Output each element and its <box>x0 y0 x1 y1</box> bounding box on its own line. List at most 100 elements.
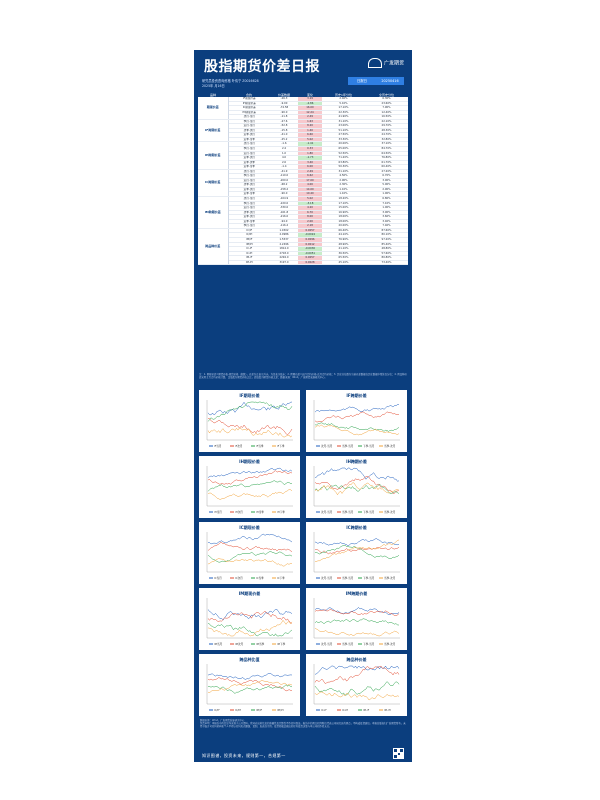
change-cell: -0.0051 <box>298 251 322 257</box>
table-cell: -90.0 <box>270 191 298 197</box>
report-header: 股指期货价差日报 广发期货 研究员投资咨询资格 叶倩宁 Z0016628 202… <box>194 50 412 94</box>
series-line <box>314 476 400 494</box>
spread-table: 品种 合约 价差数据 变化 历史1年分位 全历史分位 期现价差 IF期现价差 -26… <box>198 92 408 266</box>
table-cell: 2.4 <box>270 146 298 152</box>
table-cell: 23.60% <box>365 101 408 107</box>
legend-label: 次月-当月 <box>321 444 333 448</box>
series-line <box>207 551 293 563</box>
table-cell: IM-IH <box>228 260 270 266</box>
table-row: 季月-当月 -110.0 6.62 4.50% 6.70% <box>198 173 408 179</box>
chart-title: IM期现价差 <box>238 591 261 596</box>
table-cell: 60.40% <box>365 164 408 170</box>
table-row: 远月-当月 -330.0 4.20 15.00% 1.00% <box>198 205 408 211</box>
table-cell: IM-IF <box>228 255 270 261</box>
legend-swatch <box>379 643 383 645</box>
table-cell: -220.0 <box>270 201 298 207</box>
footer-text: 数据来源：Wind，广发期货发展研究中心 免责声明：本报告中的信息均来源于公开资… <box>200 719 406 729</box>
table-cell: 远季-次月 <box>228 132 270 138</box>
chart-plot: 次月-当月 当季-当月 下季-当月 当季-次月 <box>313 598 400 646</box>
table-row: IM-IF 2294.0 0.0057 65.50% 80.80% <box>198 255 408 261</box>
chart-plot: IC-IF IC-IH IM-IF IM-IH <box>313 664 400 712</box>
report-subdate: 2025年 月16日 <box>202 84 225 88</box>
table-cell: 63.80% <box>322 160 365 166</box>
table-cell: 85.40% <box>365 242 408 248</box>
series-line <box>207 622 293 637</box>
series-line <box>314 609 400 616</box>
legend-label: 当季-次月 <box>384 642 396 646</box>
category-cell: IC跨期价差 <box>198 169 229 198</box>
change-cell: -0.0030 <box>298 246 322 252</box>
legend-swatch <box>230 643 234 645</box>
table-cell: 远季-当季 <box>228 219 270 225</box>
table-cell: 31.10% <box>322 169 365 175</box>
table-cell: 1814.0 <box>270 246 298 252</box>
change-cell: 6.00 <box>298 164 322 170</box>
series-line <box>314 681 400 696</box>
legend-label: IC当季 <box>256 576 264 580</box>
chart-plot: 次月-当月 当季-当月 下季-当月 当季-次月 <box>313 532 400 580</box>
chart-title: IF期现价差 <box>239 393 260 398</box>
table-cell: 48.90% <box>322 242 365 248</box>
change-cell: 16.00 <box>298 105 322 111</box>
charts-area: IF期现价差 IF当月 IF次月 IF当季 IF下季 IF跨期价差 次月-当月 当季-当月 下季… <box>194 387 412 717</box>
table-cell: IC期现价差 <box>228 105 270 111</box>
change-cell: 0.0096 <box>298 237 322 243</box>
col-header: 价差数据 <box>270 92 298 97</box>
change-cell: 6.60 <box>298 132 322 138</box>
table-cell: 18.20% <box>322 196 365 202</box>
series-line <box>207 489 293 500</box>
col-header: 全历史分位 <box>365 92 408 97</box>
chart-axes <box>206 532 293 573</box>
disclaimer: 免责声明：本报告中的信息均来源于公开资料，我司对这些信息的准确性及完整性不作任何… <box>200 722 406 729</box>
chart-title: IC跨期价差 <box>346 525 367 530</box>
table-cell: 73.40% <box>365 260 408 266</box>
chart-title: IC期现价差 <box>239 525 260 530</box>
table-cell: -41.9 <box>270 169 298 175</box>
change-cell: 1.80 <box>298 151 322 157</box>
change-cell: 5.02 <box>298 196 322 202</box>
table-row: 季月-当月 -116.2 2.18 20.00% 7.40% <box>198 223 408 229</box>
chart-axes <box>206 466 293 507</box>
table-row: IM/IH 2.2496 0.0012 48.90% 85.40% <box>198 242 408 248</box>
legend-swatch <box>316 577 320 579</box>
table-cell: 61.70% <box>365 160 408 166</box>
series-line <box>314 628 400 637</box>
table-row: IC/IH 2.0986 -0.0024 44.10% 80.10% <box>198 232 408 238</box>
table-cell: 季月-当月 <box>228 119 270 125</box>
date-badge: 日报日 20250416 <box>348 77 404 85</box>
table-cell: 3197.0 <box>270 260 298 266</box>
table-cell: 7.90% <box>365 105 408 111</box>
legend-label: IH当季 <box>256 510 264 514</box>
legend-label: 当季-次月 <box>384 576 396 580</box>
legend-swatch <box>316 511 320 513</box>
category-cell: 跨品种价差 <box>198 228 229 266</box>
table-cell: -110.0 <box>270 173 298 179</box>
legend-label: IC下季 <box>277 576 285 580</box>
table-cell: 6.80% <box>365 196 408 202</box>
table-cell: 41.10% <box>322 246 365 252</box>
chart-panel: IM跨期价差 次月-当月 当季-当月 下季-当月 当季-次月 <box>306 588 407 650</box>
table-row: IH跨期价差 次月-当月 -1.6 -1.41 20.00% 37.10% <box>198 141 408 170</box>
table-cell: 41.90% <box>322 114 365 120</box>
table-cell: 4.50% <box>322 173 365 179</box>
table-cell: -1.6 <box>270 141 298 147</box>
table-row: 次季-次月 -161.8 6.70 16.90% 3.00% <box>198 210 408 216</box>
series-line <box>314 607 400 615</box>
change-cell: 1.63 <box>298 119 322 125</box>
table-cell: -27.6 <box>270 119 298 125</box>
legend-label: IC次月 <box>235 576 243 580</box>
table-cell: 远月-当月 <box>228 178 270 184</box>
series-line <box>314 424 400 436</box>
change-cell: 0.33 <box>298 146 322 152</box>
table-cell: 2.90% <box>365 187 408 193</box>
table-cell: 31.10% <box>322 119 365 125</box>
legend-label: 当季-当月 <box>342 444 354 448</box>
table-cell: 1.00% <box>365 191 408 197</box>
table-cell: 远季-当季 <box>228 137 270 143</box>
chart-title: 跨品种比值 <box>239 657 260 662</box>
table-cell: 季月-当月 <box>228 223 270 229</box>
table-cell: 45.10% <box>322 260 365 266</box>
table-cell: IM期现价差 <box>228 110 270 116</box>
legend-swatch <box>337 445 341 447</box>
table-cell: -104.9 <box>270 196 298 202</box>
